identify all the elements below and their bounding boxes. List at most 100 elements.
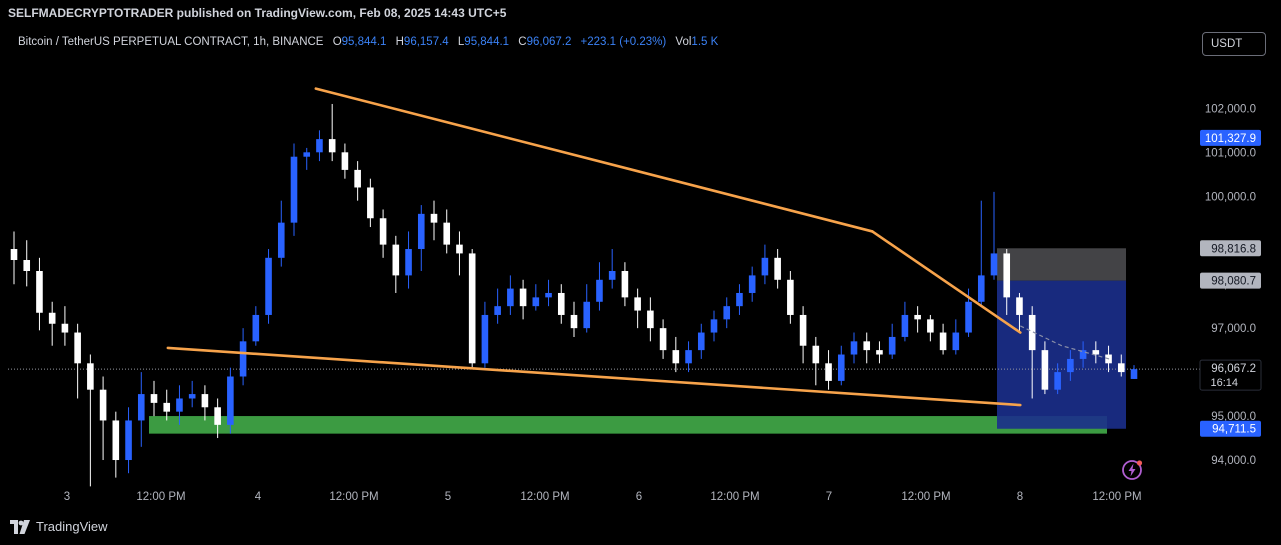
candle-body bbox=[825, 363, 832, 381]
lightning-icon[interactable] bbox=[1121, 459, 1143, 481]
candle-body bbox=[532, 297, 540, 307]
candle-body bbox=[468, 253, 476, 364]
candle-body bbox=[557, 292, 565, 315]
candle-body bbox=[927, 319, 934, 333]
candle-body bbox=[876, 350, 883, 355]
y-tick-label: 94,000.0 bbox=[1211, 455, 1256, 467]
candle-body bbox=[507, 288, 514, 307]
lower-trendline bbox=[166, 346, 1022, 407]
candle-body bbox=[1117, 363, 1125, 373]
candle-body bbox=[379, 218, 387, 245]
candle-body bbox=[125, 420, 132, 461]
footer-brand[interactable]: TradingView bbox=[10, 519, 108, 534]
price-tag-bg bbox=[1200, 129, 1261, 146]
volume-value: 1.5 K bbox=[691, 36, 719, 48]
candle-body bbox=[1003, 253, 1011, 298]
price-tag: 98,080.7 bbox=[1200, 272, 1261, 289]
candle-body bbox=[48, 312, 56, 324]
price-tag-label: 96,067.2 bbox=[1211, 363, 1256, 375]
candle-body bbox=[697, 332, 705, 351]
price-tag-bg bbox=[1199, 359, 1262, 391]
y-tick-label: 97,000.0 bbox=[1211, 323, 1256, 335]
close-value: 96,067.2 bbox=[526, 36, 572, 48]
open-label: O bbox=[332, 36, 342, 48]
candle-body bbox=[214, 407, 221, 425]
candle-body bbox=[736, 292, 743, 307]
candle-body bbox=[1067, 358, 1074, 373]
candle-body bbox=[456, 244, 463, 254]
candle-body bbox=[723, 306, 731, 320]
y-tick-label: 101,000.0 bbox=[1205, 147, 1256, 159]
candle-body bbox=[290, 156, 298, 223]
candle-body bbox=[939, 332, 947, 351]
stop-zone bbox=[997, 248, 1126, 281]
x-tick-label: 12:00 PM bbox=[520, 491, 569, 503]
candle-body bbox=[252, 314, 260, 342]
candle-body bbox=[1079, 350, 1087, 359]
change-value: +223.1 (+0.23%) bbox=[580, 36, 667, 48]
candle-body bbox=[1028, 314, 1036, 351]
y-tick-label: 102,000.0 bbox=[1205, 103, 1256, 115]
candle-body bbox=[36, 271, 43, 313]
candle-body bbox=[837, 354, 845, 381]
projection-path bbox=[1020, 325, 1110, 360]
candle-body bbox=[901, 314, 909, 337]
candle-body bbox=[74, 332, 81, 364]
candle-body bbox=[748, 275, 756, 293]
currency-button[interactable]: USDT bbox=[1202, 32, 1266, 56]
candle-body bbox=[10, 249, 18, 261]
price-tag-label: 98,080.7 bbox=[1211, 276, 1256, 288]
candle-body bbox=[494, 306, 501, 315]
candle-body bbox=[850, 341, 858, 355]
support-zone bbox=[149, 416, 1107, 434]
high-value: 96,157.4 bbox=[403, 36, 449, 48]
x-tick-label: 12:00 PM bbox=[1092, 491, 1141, 503]
candle-body bbox=[965, 301, 972, 333]
candle-body bbox=[621, 271, 629, 298]
candle-body bbox=[99, 389, 107, 421]
candle-body bbox=[659, 328, 667, 351]
x-tick-label: 12:00 PM bbox=[136, 491, 185, 503]
x-tick-label: 7 bbox=[826, 491, 832, 503]
y-tick-label: 95,000.0 bbox=[1211, 411, 1256, 423]
candle-body bbox=[481, 314, 489, 364]
price-tag-bg bbox=[1200, 420, 1261, 437]
candle-body bbox=[188, 394, 196, 399]
candle-body bbox=[710, 319, 718, 333]
open-value: 95,844.1 bbox=[341, 36, 387, 48]
x-tick-label: 6 bbox=[636, 491, 642, 503]
upper-trendline bbox=[314, 87, 874, 233]
candle-body bbox=[914, 314, 921, 320]
candle-body bbox=[61, 323, 69, 333]
volume-label: Vol bbox=[675, 36, 692, 48]
candle-body bbox=[443, 222, 451, 245]
candle-body bbox=[570, 314, 578, 329]
candle-body bbox=[392, 244, 400, 276]
candle-body bbox=[888, 336, 896, 355]
candle-body bbox=[430, 213, 438, 223]
low-value: 95,844.1 bbox=[464, 36, 510, 48]
candle-body bbox=[265, 257, 272, 315]
candle-body bbox=[112, 420, 120, 461]
symbol-title[interactable]: Bitcoin / TetherUS PERPETUAL CONTRACT, 1… bbox=[18, 36, 324, 48]
price-tag: 96,067.2 16:14 bbox=[1199, 359, 1262, 391]
candle-body bbox=[328, 139, 336, 153]
candle-body bbox=[634, 297, 641, 311]
candle-body bbox=[137, 394, 145, 421]
candle-body bbox=[647, 310, 654, 329]
candle-body bbox=[1016, 297, 1023, 315]
close-label: C bbox=[518, 36, 527, 48]
candle-body bbox=[341, 152, 349, 170]
candle-body bbox=[519, 288, 527, 307]
price-tag-bg bbox=[1200, 240, 1261, 257]
candle-body bbox=[227, 376, 234, 425]
footer-brand-label: TradingView bbox=[36, 519, 108, 534]
x-tick-label: 12:00 PM bbox=[329, 491, 378, 503]
candle-body bbox=[863, 341, 871, 351]
publisher-bar: SELFMADECRYPTOTRADER published on Tradin… bbox=[8, 6, 507, 20]
candle-body bbox=[176, 398, 183, 412]
candle-body bbox=[23, 260, 31, 271]
candle-body bbox=[596, 279, 603, 302]
candle-body bbox=[163, 402, 171, 412]
